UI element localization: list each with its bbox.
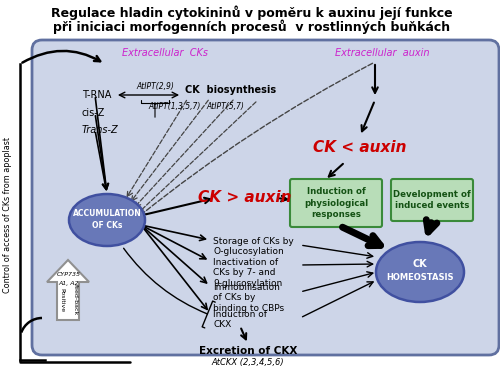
Text: Development of
induced events: Development of induced events — [393, 190, 471, 210]
FancyBboxPatch shape — [391, 179, 473, 221]
Text: Immobilisation
of CKs by
binding to CBPs: Immobilisation of CKs by binding to CBPs — [213, 283, 284, 313]
Text: Positive: Positive — [60, 288, 64, 312]
Ellipse shape — [376, 242, 464, 302]
Text: CK  biosynthesis: CK biosynthesis — [185, 85, 276, 95]
Text: Extracellular  CKs: Extracellular CKs — [122, 48, 208, 58]
Text: Excretion of CKX: Excretion of CKX — [199, 346, 297, 356]
Text: AtIPT(5,7): AtIPT(5,7) — [206, 102, 244, 112]
Text: A1, A2: A1, A2 — [59, 280, 79, 285]
Polygon shape — [47, 260, 89, 320]
Text: cis-Z: cis-Z — [82, 108, 106, 118]
Text: Inactivation of
CKs by 7- and
9-glucosylation: Inactivation of CKs by 7- and 9-glucosyl… — [213, 258, 282, 288]
Text: Induction of
physiological
responses: Induction of physiological responses — [304, 187, 368, 218]
Text: CK: CK — [412, 259, 428, 269]
Text: Storage of CKs by
O-glucosylation: Storage of CKs by O-glucosylation — [213, 237, 294, 256]
Text: při iniciaci morfogenních procesů  v rostlinných buňkách: při iniciaci morfogenních procesů v rost… — [54, 20, 450, 34]
Text: HOMEOSTASIS: HOMEOSTASIS — [386, 274, 454, 282]
Ellipse shape — [69, 194, 145, 246]
Text: AtIPT(2,9): AtIPT(2,9) — [136, 82, 174, 90]
Text: CYP735: CYP735 — [57, 273, 81, 277]
Text: CK > auxin: CK > auxin — [198, 191, 292, 206]
Text: Trans-Z: Trans-Z — [82, 125, 118, 135]
Text: T-RNA: T-RNA — [82, 90, 112, 100]
Text: feed-back: feed-back — [72, 284, 78, 316]
Text: Induction of
CKX: Induction of CKX — [213, 310, 267, 329]
Text: Extracellular  auxin: Extracellular auxin — [335, 48, 430, 58]
Text: Control of access of CKs from apoplast: Control of access of CKs from apoplast — [4, 137, 13, 293]
Text: ACCUMULATION: ACCUMULATION — [72, 209, 142, 217]
Text: AtCKX (2,3,4,5,6): AtCKX (2,3,4,5,6) — [212, 358, 284, 367]
Text: Regulace hladin cytokininů v poměru k auxinu její funkce: Regulace hladin cytokininů v poměru k au… — [51, 6, 453, 20]
FancyBboxPatch shape — [290, 179, 382, 227]
Text: AtIPT(1,3,5,7): AtIPT(1,3,5,7) — [149, 102, 201, 112]
FancyBboxPatch shape — [32, 40, 499, 355]
Text: CK < auxin: CK < auxin — [313, 141, 407, 155]
Text: OF CKs: OF CKs — [92, 220, 122, 229]
